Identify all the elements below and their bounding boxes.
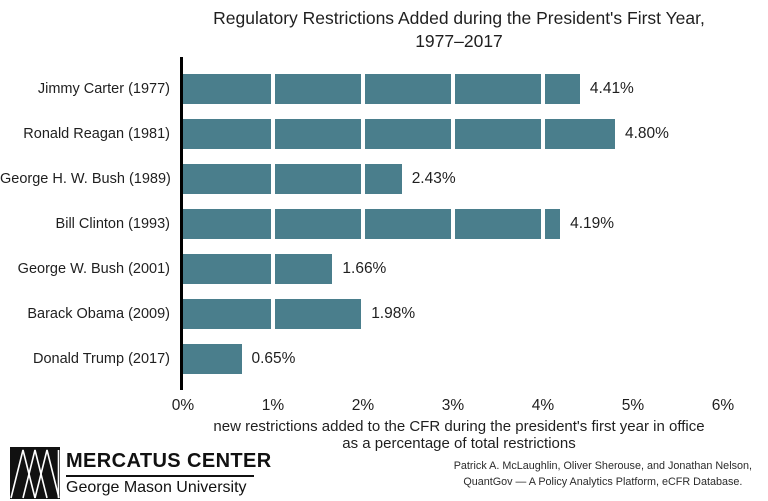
logo-divider-rule — [66, 475, 254, 477]
gridline — [271, 254, 275, 284]
x-axis-caption-line2: as a percentage of total restrictions — [342, 435, 576, 453]
bar-category-label: Jimmy Carter (1977) — [37, 81, 170, 97]
bar-category-label: George H. W. Bush (1989) — [0, 171, 171, 187]
source-attribution: Patrick A. McLaughlin, Oliver Sherouse, … — [454, 459, 752, 490]
gridline — [361, 299, 365, 329]
bar-category-label: Barack Obama (2009) — [27, 306, 170, 322]
bar-row: George W. Bush (2001) 1.66% — [0, 254, 768, 284]
x-tick-label: 3% — [441, 397, 465, 414]
bar-track: 0.65% — [183, 344, 723, 374]
x-axis-ticks: 0% 1% 2% 3% 4% 5% 6% — [0, 397, 768, 415]
bar-value-label: 1.66% — [342, 260, 387, 277]
gridline — [361, 119, 365, 149]
bar — [183, 119, 615, 149]
bar-row: Barack Obama (2009) 1.98% — [0, 299, 768, 329]
gridline — [451, 254, 455, 284]
mercatus-logo-icon — [10, 447, 60, 499]
x-axis-caption: new restrictions added to the CFR during… — [150, 418, 768, 453]
george-mason-university-label: George Mason University — [66, 479, 247, 496]
bar-track: 4.80% — [183, 119, 723, 149]
bar-value-label: 1.98% — [371, 305, 416, 322]
bar-category-label: Bill Clinton (1993) — [55, 216, 170, 232]
bar-value-label: 4.41% — [589, 80, 634, 97]
gridline — [271, 209, 275, 239]
bar-category-label: Ronald Reagan (1981) — [23, 126, 170, 142]
gridline — [631, 119, 635, 149]
gridline — [451, 164, 455, 194]
bar — [183, 164, 402, 194]
gridline — [451, 209, 455, 239]
gridline — [631, 299, 635, 329]
gridline — [361, 209, 365, 239]
x-tick-label: 1% — [261, 397, 285, 414]
bar-value-label: 2.43% — [411, 170, 456, 187]
bar — [183, 74, 580, 104]
gridline — [541, 254, 545, 284]
gridline — [541, 164, 545, 194]
bar-category-label: Donald Trump (2017) — [32, 351, 170, 367]
bar-value-label: 0.65% — [251, 350, 296, 367]
gridline — [541, 119, 545, 149]
x-axis-caption-line1: new restrictions added to the CFR during… — [213, 418, 705, 435]
gridline — [271, 119, 275, 149]
bar-row: Bill Clinton (1993) 4.19% — [0, 209, 768, 239]
bar-row: George H. W. Bush (1989) 2.43% — [0, 164, 768, 194]
gridline — [451, 119, 455, 149]
gridline — [451, 74, 455, 104]
gridline — [361, 164, 365, 194]
gridline — [271, 164, 275, 194]
bar-track: 2.43% — [183, 164, 723, 194]
bar-track: 4.19% — [183, 209, 723, 239]
x-tick-label: 6% — [711, 397, 735, 414]
gridline — [631, 164, 635, 194]
gridline — [541, 209, 545, 239]
gridline — [451, 344, 455, 374]
bar-track: 4.41% — [183, 74, 723, 104]
bar-value-label: 4.19% — [570, 215, 615, 232]
bar-row: Ronald Reagan (1981) 4.80% — [0, 119, 768, 149]
gridline — [541, 299, 545, 329]
chart-title-line1: Regulatory Restrictions Added during the… — [213, 8, 705, 28]
bar-value-label: 4.80% — [625, 125, 669, 142]
gridline — [631, 254, 635, 284]
gridline — [361, 344, 365, 374]
bar-track: 1.66% — [183, 254, 723, 284]
source-attribution-line2: QuantGov — A Policy Analytics Platform, … — [463, 475, 743, 488]
gridline — [631, 209, 635, 239]
x-tick-label: 0% — [171, 397, 195, 414]
bar — [183, 209, 561, 239]
chart-title: Regulatory Restrictions Added during the… — [150, 7, 768, 53]
gridline — [361, 254, 365, 284]
gridline — [451, 299, 455, 329]
gridline — [631, 344, 635, 374]
x-tick-label: 2% — [351, 397, 375, 414]
bar — [183, 344, 242, 374]
bar-track: 1.98% — [183, 299, 723, 329]
gridline — [271, 74, 275, 104]
bar-row: Jimmy Carter (1977) 4.41% — [0, 74, 768, 104]
x-tick-label: 4% — [531, 397, 555, 414]
gridline — [541, 344, 545, 374]
gridline — [541, 74, 545, 104]
bar-row: Donald Trump (2017) 0.65% — [0, 344, 768, 374]
x-tick-label: 5% — [621, 397, 645, 414]
bar — [183, 254, 333, 284]
gridline — [271, 299, 275, 329]
bar-category-label: George W. Bush (2001) — [17, 261, 170, 277]
mercatus-center-wordmark: MERCATUS CENTER — [66, 450, 272, 472]
gridline — [361, 74, 365, 104]
y-axis-line — [180, 57, 183, 390]
gridline — [271, 344, 275, 374]
chart-title-line2: 1977–2017 — [415, 30, 503, 51]
source-attribution-line1: Patrick A. McLaughlin, Oliver Sherouse, … — [453, 460, 752, 472]
gridline — [631, 74, 635, 104]
